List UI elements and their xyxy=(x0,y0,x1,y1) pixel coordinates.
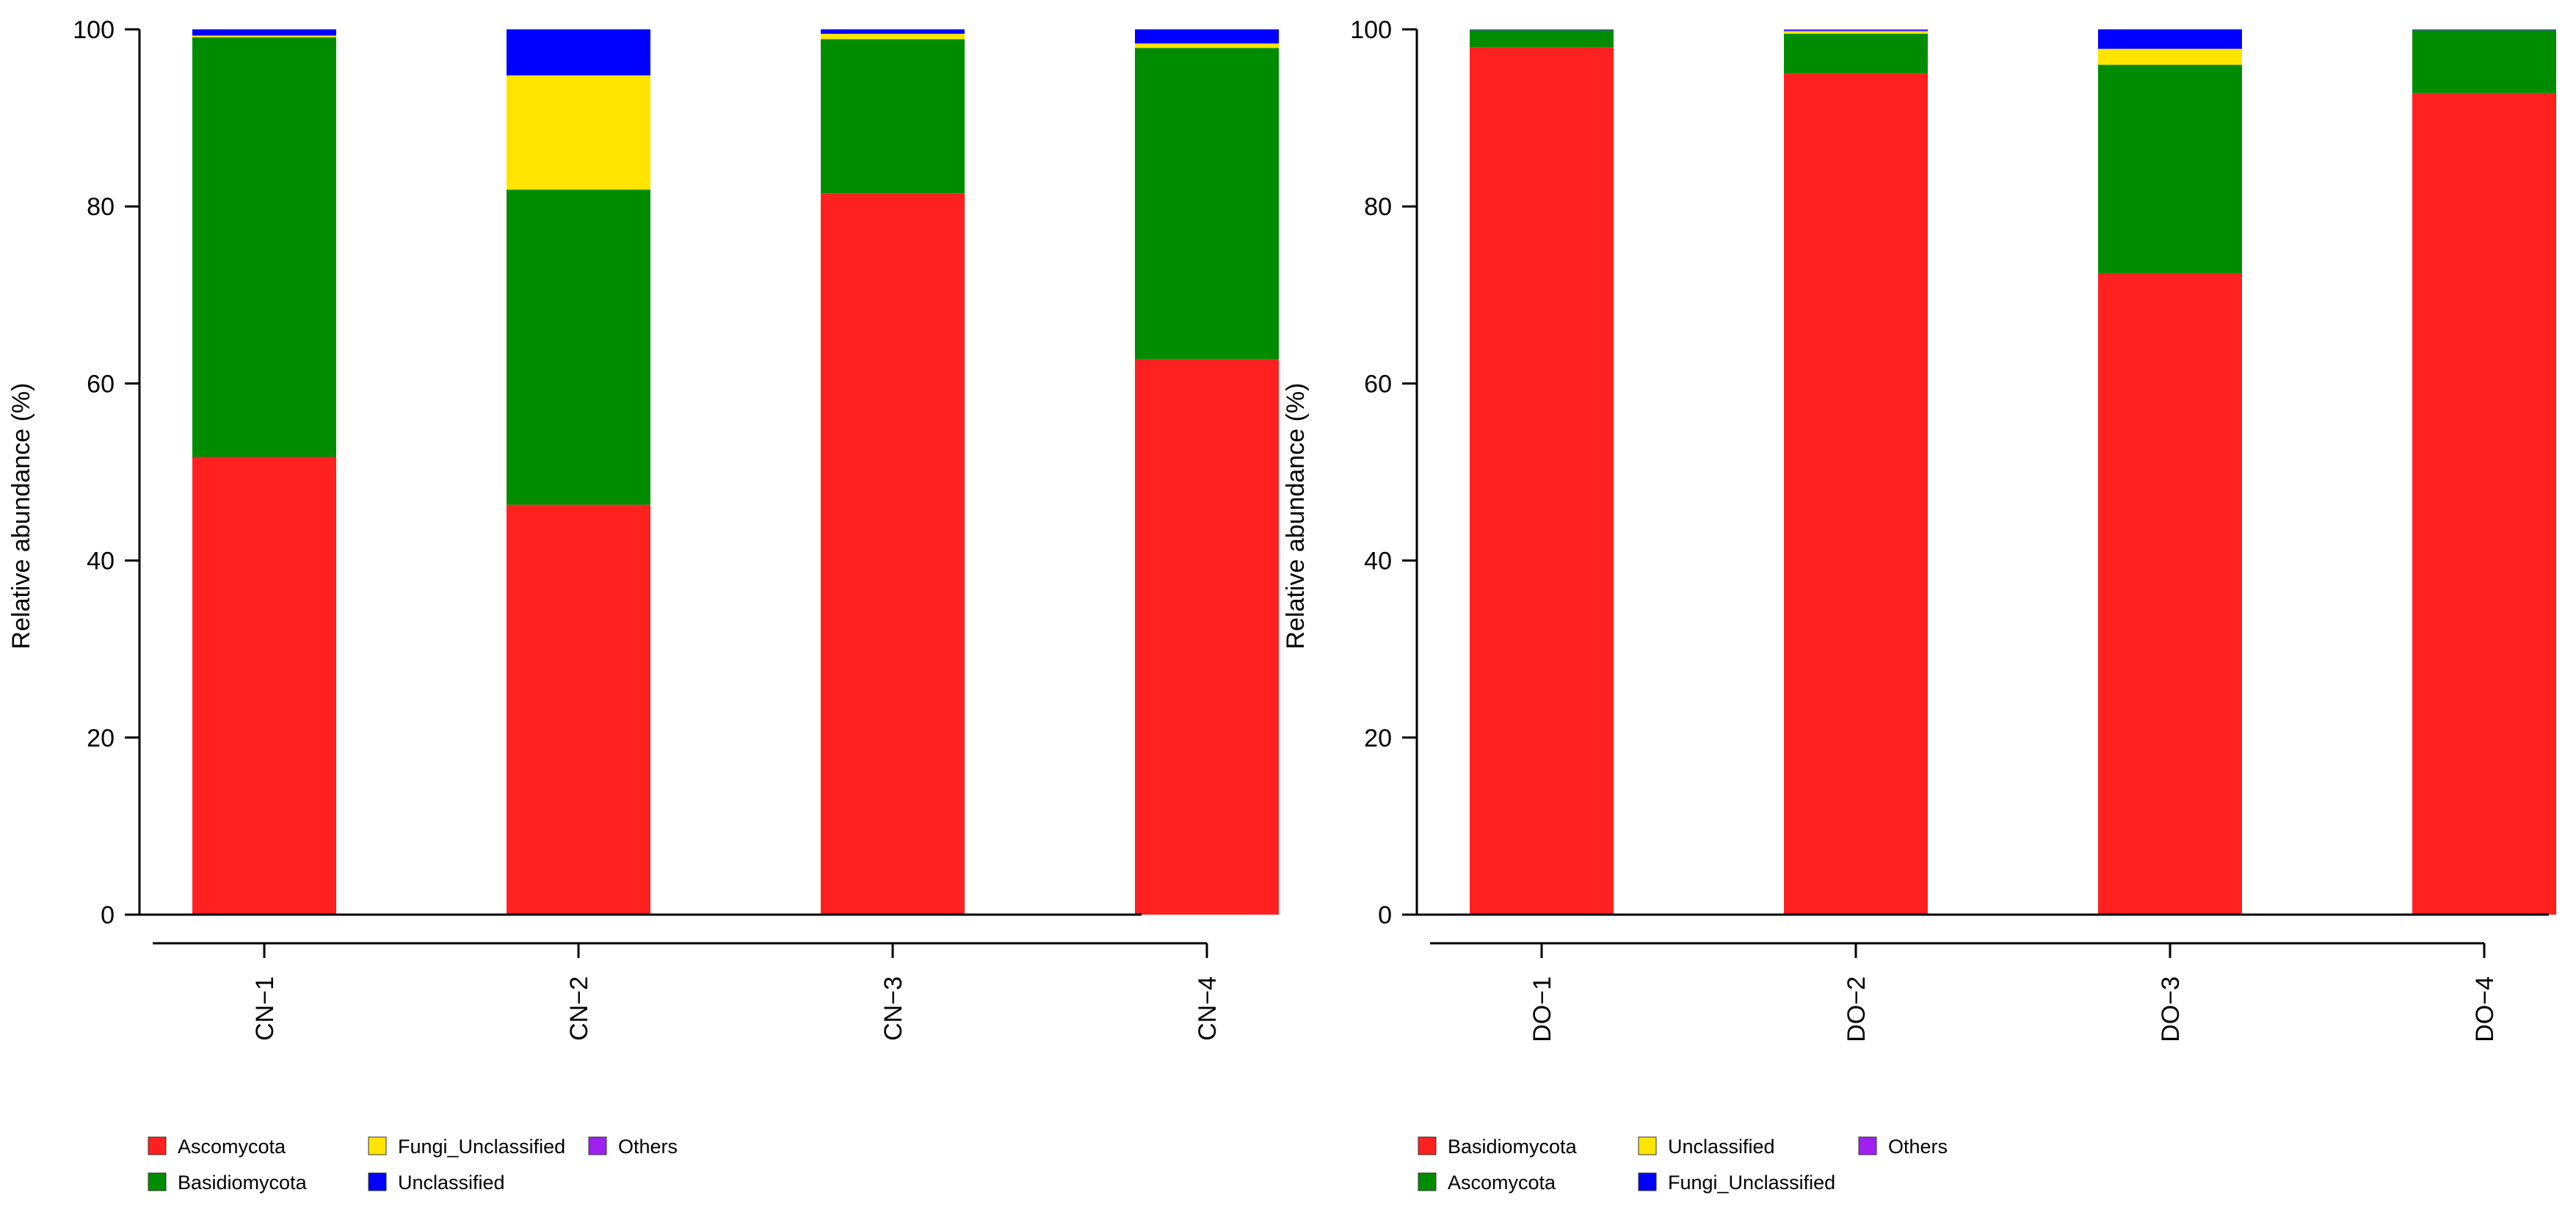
legend-swatch-ascomycota xyxy=(1418,1172,1437,1191)
legend-item-others: Others xyxy=(1858,1136,1948,1158)
panel-do: 0 20 40 60 80 100 DO−1 DO−2 DO−3 DO−4 Relative abu… xyxy=(1282,16,2556,1194)
y-tick-label: 20 xyxy=(1364,725,1392,752)
bar-cn-4-ascomycota xyxy=(1135,359,1279,915)
legend-item-basidiomycota: Basidiomycota xyxy=(1418,1136,1578,1158)
y-tick-label: 60 xyxy=(1364,370,1392,398)
bar-do-3-unclassified xyxy=(2098,48,2242,65)
bar-cn-3-basidiomycota xyxy=(821,39,965,194)
legend-item-unclassified: Unclassified xyxy=(1638,1136,1775,1158)
bar-cn-1-basidiomycota xyxy=(192,37,336,457)
bar-cn-2-unclassified xyxy=(507,29,650,76)
y-tick-label: 80 xyxy=(87,193,115,221)
bar-cn-1-unclassified xyxy=(192,29,336,36)
legend-swatch-basidiomycota xyxy=(1418,1136,1437,1155)
legend-item-fungi-unclassified: Fungi_Unclassified xyxy=(368,1136,565,1158)
legend-label-fungi-unclassified: Fungi_Unclassified xyxy=(1668,1172,1835,1194)
bar-do-3-basidiomycota xyxy=(2098,273,2242,915)
legend-label-ascomycota: Ascomycota xyxy=(1448,1172,1556,1194)
legend-item-others: Others xyxy=(588,1136,678,1158)
y-tick-label: 40 xyxy=(87,548,115,575)
x-tick-label-cn-1: CN−1 xyxy=(251,976,279,1041)
bar-do-1-basidiomycota xyxy=(1470,47,1614,915)
y-tick-label: 40 xyxy=(1364,548,1392,575)
legend-swatch-fungi-unclassified xyxy=(1638,1172,1657,1191)
bar-cn-4-basidiomycota xyxy=(1135,48,1279,360)
bar-do-2-fungi-unclassified xyxy=(1784,30,1928,32)
bar-cn-2-ascomycota xyxy=(507,504,650,915)
legend-label-ascomycota: Ascomycota xyxy=(178,1136,286,1158)
legend-swatch-unclassified xyxy=(368,1172,387,1191)
y-tick-label: 100 xyxy=(73,16,115,44)
bar-do-4-fungi-unclassified xyxy=(2412,29,2556,31)
y-tick-label: 100 xyxy=(1350,16,1392,44)
bar-do-3-ascomycota xyxy=(2098,65,2242,274)
x-tick-label-do-4: DO−4 xyxy=(2471,976,2499,1042)
legend-label-basidiomycota: Basidiomycota xyxy=(178,1172,308,1194)
bar-cn-3-ascomycota xyxy=(821,193,965,915)
bar-do-2-unclassified xyxy=(1784,31,1928,35)
legend-item-ascomycota: Ascomycota xyxy=(148,1136,286,1158)
x-tick-label-cn-4: CN−4 xyxy=(1194,976,1222,1041)
y-tick-label: 80 xyxy=(1364,193,1392,221)
bar-do-4-basidiomycota xyxy=(2412,92,2556,915)
bar-cn-4-unclassified xyxy=(1135,29,1279,44)
bar-cn-4-fungi-unclassified xyxy=(1135,43,1279,48)
legend-swatch-basidiomycota xyxy=(148,1172,167,1191)
bar-do-3-fungi-unclassified xyxy=(2098,29,2242,49)
legend-swatch-others xyxy=(588,1136,607,1155)
panel-cn: 0 20 40 60 80 100 CN−1 CN−2 CN−3 CN−4 Relative abu… xyxy=(7,16,1279,1194)
legend-swatch-fungi-unclassified xyxy=(368,1136,387,1155)
legend-label-unclassified: Unclassified xyxy=(1668,1136,1775,1158)
bar-do-1-fungi-unclassified xyxy=(1470,29,1614,31)
bar-do-4-ascomycota xyxy=(2412,30,2556,93)
bar-cn-3-fungi-unclassified xyxy=(821,34,965,40)
bar-do-2-others xyxy=(1784,29,1928,31)
bar-cn-1-fungi-unclassified xyxy=(192,35,336,37)
legend-item-unclassified: Unclassified xyxy=(368,1172,505,1194)
legend-label-others: Others xyxy=(1888,1136,1948,1158)
legend-item-ascomycota: Ascomycota xyxy=(1418,1172,1556,1194)
x-tick-label-cn-3: CN−3 xyxy=(879,976,907,1041)
legend-label-unclassified: Unclassified xyxy=(398,1172,505,1194)
legend-swatch-ascomycota xyxy=(148,1136,167,1155)
y-axis-title: Relative abundance (%) xyxy=(1282,383,1310,650)
bar-cn-1-ascomycota xyxy=(192,457,336,915)
x-tick-label-do-2: DO−2 xyxy=(1843,976,1871,1042)
y-tick-label: 0 xyxy=(101,901,115,929)
y-tick-label: 0 xyxy=(1378,901,1392,929)
x-tick-label-do-1: DO−1 xyxy=(1528,976,1556,1042)
bar-do-2-ascomycota xyxy=(1784,34,1928,74)
bar-cn-3-unclassified xyxy=(821,29,965,35)
bar-do-1-ascomycota xyxy=(1470,30,1614,48)
legend-label-basidiomycota: Basidiomycota xyxy=(1448,1136,1578,1158)
bar-do-4-others xyxy=(2412,29,2556,30)
legend-label-others: Others xyxy=(618,1136,678,1158)
legend-swatch-others xyxy=(1858,1136,1877,1155)
y-tick-label: 20 xyxy=(87,725,115,752)
legend-item-basidiomycota: Basidiomycota xyxy=(148,1172,308,1194)
bar-cn-2-fungi-unclassified xyxy=(507,75,650,190)
x-tick-label-cn-2: CN−2 xyxy=(565,976,593,1041)
bar-do-2-basidiomycota xyxy=(1784,73,1928,915)
y-axis-title: Relative abundance (%) xyxy=(7,383,35,650)
legend-label-fungi-unclassified: Fungi_Unclassified xyxy=(398,1136,565,1158)
x-tick-label-do-3: DO−3 xyxy=(2157,976,2185,1042)
legend-item-fungi-unclassified: Fungi_Unclassified xyxy=(1638,1172,1835,1194)
y-tick-label: 60 xyxy=(87,370,115,398)
bar-do-1-others xyxy=(1470,29,1614,30)
legend-swatch-unclassified xyxy=(1638,1136,1657,1155)
bar-cn-2-basidiomycota xyxy=(507,189,650,505)
